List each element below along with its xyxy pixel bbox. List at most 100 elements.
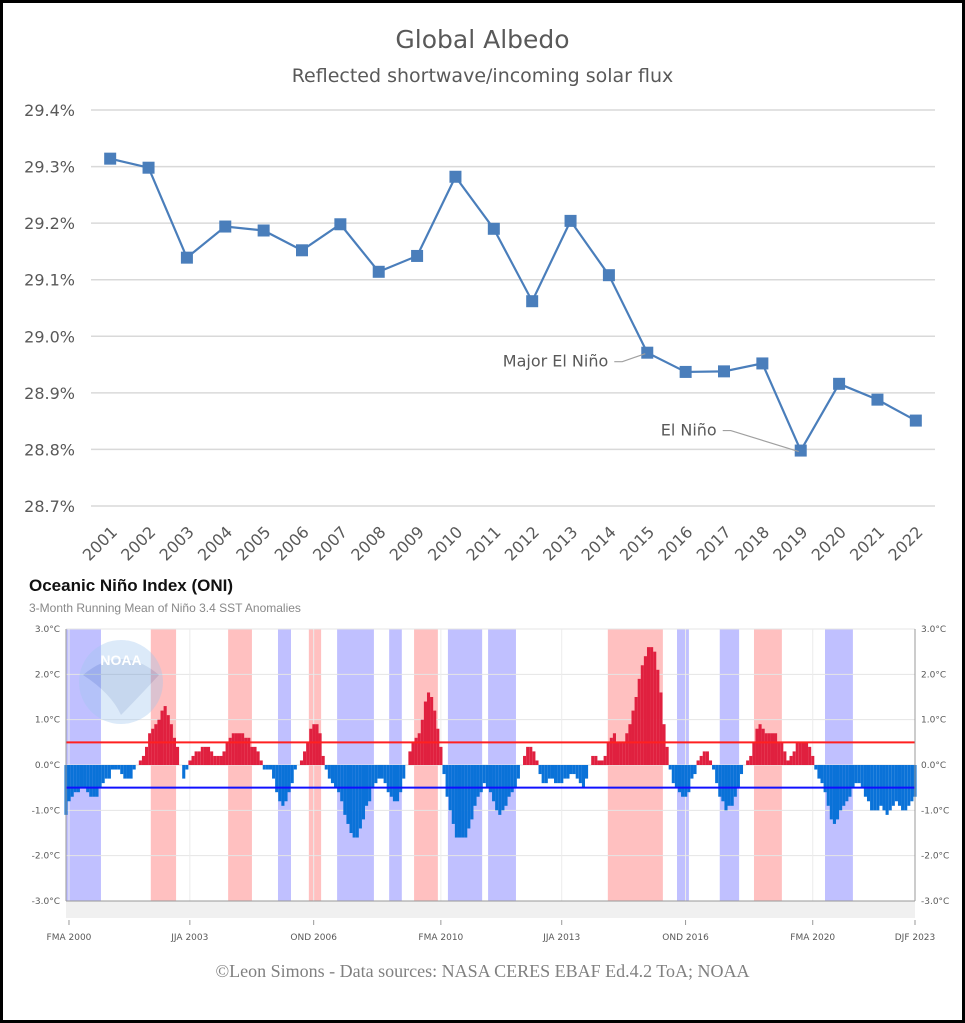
annotation-label: Major El Niño <box>503 352 609 371</box>
y-tick-label-right: -2.0°C <box>921 852 949 862</box>
data-point <box>449 170 462 183</box>
oni-bar <box>151 728 155 765</box>
y-tick-label: 29.2% <box>24 214 75 233</box>
annotation-leader <box>722 429 799 453</box>
oni-bar <box>417 733 421 765</box>
oni-bar <box>371 765 375 788</box>
oni-bar <box>110 765 115 770</box>
oni-bar <box>699 755 703 765</box>
x-tick-label: OND 2016 <box>662 933 709 943</box>
navigator-strip <box>66 901 915 918</box>
oni-bar <box>681 765 685 797</box>
oni-bar <box>820 765 824 784</box>
y-tick-label-right: 0.0°C <box>921 761 946 771</box>
oni-bar <box>736 765 740 788</box>
y-tick-label: 29.1% <box>24 271 75 290</box>
oni-bar <box>526 746 530 765</box>
y-tick-label: 28.8% <box>24 440 75 459</box>
oni-bar <box>191 755 195 765</box>
oni-bar <box>234 733 238 765</box>
oni-bar <box>241 733 245 765</box>
oni-bar <box>346 765 350 824</box>
oni-bar <box>767 733 771 765</box>
oni-bar <box>761 728 765 765</box>
oni-bar <box>733 765 737 797</box>
oni-chart: 3.0°C 3.0°C 2.0°C 2.0°C 1.0°C 1.0°C 0.0°C 0.0°C… <box>32 625 950 943</box>
oni-bar <box>603 755 607 765</box>
oni-bar <box>783 751 787 765</box>
oni-bar <box>442 765 446 775</box>
oni-bar <box>268 765 273 770</box>
y-tick-label-left: -1.0°C <box>32 806 60 816</box>
oni-bar <box>575 765 579 779</box>
oni-bar <box>473 765 477 806</box>
oni-bar <box>355 765 359 838</box>
oni-bar <box>597 760 601 765</box>
noaa-logo-circle <box>79 640 163 724</box>
y-tick-label: 28.9% <box>24 384 75 403</box>
oni-bar <box>73 765 77 793</box>
oni-bar <box>430 697 434 765</box>
oni-bar <box>281 765 285 806</box>
oni-bar <box>194 751 198 765</box>
y-tick-label-left: -2.0°C <box>32 852 60 862</box>
oni-bar <box>712 765 716 770</box>
oni-bar <box>535 760 539 765</box>
oni-bar <box>368 765 372 802</box>
data-point <box>257 224 270 237</box>
oni-bar <box>454 765 458 838</box>
x-tick-label: OND 2006 <box>290 933 337 943</box>
oni-bar <box>129 765 133 779</box>
oni-bar <box>777 742 781 765</box>
y-tick-label-left: 1.0°C <box>35 716 60 726</box>
oni-bar <box>222 751 226 765</box>
oni-bar <box>594 755 598 765</box>
oni-bar <box>482 765 486 784</box>
oni-bar <box>340 765 344 802</box>
oni-bar <box>789 755 793 765</box>
oni-bar <box>752 742 756 765</box>
oni-bar <box>101 765 105 784</box>
oni-bar <box>715 765 719 784</box>
data-point <box>641 346 654 359</box>
oni-bar <box>89 765 93 797</box>
x-tick-label: JJA 2003 <box>170 933 208 943</box>
noaa-logo: NOAA <box>79 640 163 724</box>
oni-bar <box>464 765 468 838</box>
oni-bar <box>166 715 170 765</box>
oni-bar <box>659 692 663 765</box>
oni-bar <box>832 765 836 824</box>
oni-bar <box>414 737 418 765</box>
data-point <box>718 365 730 378</box>
oni-bar <box>467 765 471 829</box>
oni-bar <box>197 751 201 765</box>
oni-bar <box>829 765 833 820</box>
oni-bar <box>718 765 722 797</box>
x-tick-label: DJF 2023 <box>895 933 936 943</box>
oni-bar <box>70 765 74 797</box>
oni-bar <box>306 742 310 765</box>
oni-bar <box>265 765 269 770</box>
oni-bar <box>107 765 111 779</box>
oni-bar <box>231 733 235 765</box>
oni-bar <box>247 737 251 765</box>
oni-bar <box>687 765 691 793</box>
oni-bar <box>324 765 328 770</box>
oni-bar <box>203 746 207 765</box>
oni-bar <box>814 765 818 770</box>
oni-bar <box>702 751 706 765</box>
data-point <box>296 244 308 257</box>
oni-bar <box>746 760 750 765</box>
oni-bar <box>374 765 378 784</box>
oni-bar <box>287 765 291 793</box>
oni-bar <box>891 765 895 806</box>
data-point <box>104 152 117 165</box>
oni-bar <box>808 746 812 765</box>
x-tick-label: FMA 2010 <box>418 933 463 943</box>
oni-bar <box>770 733 775 765</box>
oni-bar <box>259 760 263 765</box>
oni-bar <box>284 765 288 802</box>
oni-bar <box>609 737 613 765</box>
oni-bar <box>730 765 734 806</box>
